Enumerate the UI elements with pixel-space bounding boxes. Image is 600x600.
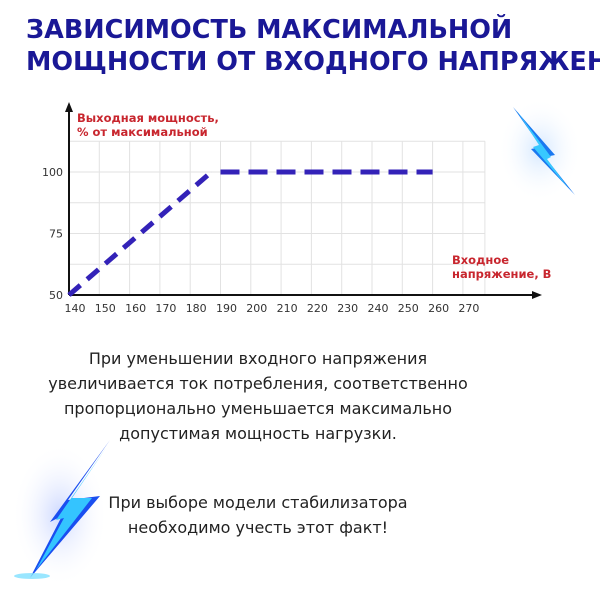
y-axis-label: Выходная мощность, bbox=[77, 111, 219, 125]
text-line: необходимо учесть этот факт! bbox=[127, 518, 389, 537]
x-tick-label: 180 bbox=[186, 302, 207, 315]
x-tick-label: 140 bbox=[65, 302, 86, 315]
y-tick-label: 75 bbox=[49, 228, 63, 241]
x-tick-label: 150 bbox=[95, 302, 116, 315]
lightning-bolt-icon bbox=[498, 98, 582, 202]
x-tick-label: 190 bbox=[216, 302, 237, 315]
x-tick-label: 250 bbox=[398, 302, 419, 315]
x-tick-label: 210 bbox=[277, 302, 298, 315]
x-axis-label: Входное bbox=[452, 253, 509, 267]
x-tick-label: 160 bbox=[125, 302, 146, 315]
x-axis-label: напряжение, В bbox=[452, 267, 551, 281]
y-tick-label: 100 bbox=[42, 166, 63, 179]
x-tick-label: 200 bbox=[246, 302, 267, 315]
y-axis-arrow bbox=[65, 102, 73, 112]
description-paragraph: При уменьшении входного напряжения увели… bbox=[28, 346, 488, 446]
y-tick-label: 50 bbox=[49, 289, 63, 302]
x-axis-arrow bbox=[532, 291, 542, 299]
note-paragraph: При выборе модели стабилизатора необходи… bbox=[28, 490, 488, 540]
voltage-power-chart: 140 150 160 170 180 190 200 210 220 230 240 250 260 2… bbox=[42, 102, 551, 315]
x-tick-label: 170 bbox=[155, 302, 176, 315]
page-title: ЗАВИСИМОСТЬ МАКСИМАЛЬНОЙ МОЩНОСТИ ОТ ВХО… bbox=[26, 14, 600, 78]
text-line: допустимая мощность нагрузки. bbox=[119, 424, 397, 443]
x-tick-label: 220 bbox=[307, 302, 328, 315]
text-line: увеличивается ток потребления, соответст… bbox=[48, 374, 468, 393]
x-tick-label: 230 bbox=[337, 302, 358, 315]
lightning-bolt-icon bbox=[12, 440, 110, 587]
title-line: ЗАВИСИМОСТЬ МАКСИМАЛЬНОЙ bbox=[26, 15, 513, 45]
text-line: При уменьшении входного напряжения bbox=[88, 349, 428, 368]
y-axis-label: % от максимальной bbox=[77, 125, 208, 139]
title-line: МОЩНОСТИ ОТ ВХОДНОГО НАПРЯЖЕНИЯ bbox=[26, 47, 600, 77]
x-tick-label: 240 bbox=[368, 302, 389, 315]
x-tick-label: 260 bbox=[428, 302, 449, 315]
text-line: При выборе модели стабилизатора bbox=[108, 493, 408, 512]
x-tick-label: 270 bbox=[458, 302, 479, 315]
series-line-rising bbox=[67, 170, 214, 297]
text-line: пропорционально уменьшается максимально bbox=[63, 399, 453, 418]
